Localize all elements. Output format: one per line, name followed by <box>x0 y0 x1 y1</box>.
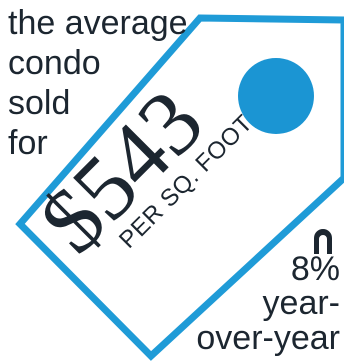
price-tag-outline <box>15 14 344 361</box>
change-value: 8% <box>290 250 340 288</box>
intro-line-1: the average <box>8 4 188 42</box>
intro-line-4: for <box>8 124 48 162</box>
arrow-up-icon <box>314 229 332 254</box>
change-label-line-1: year- <box>262 284 340 322</box>
intro-line-3: sold <box>8 84 71 122</box>
intro-line-2: condo <box>8 44 101 82</box>
change-label-line-2: over-year <box>196 319 340 357</box>
price-tag-hole <box>238 58 314 134</box>
